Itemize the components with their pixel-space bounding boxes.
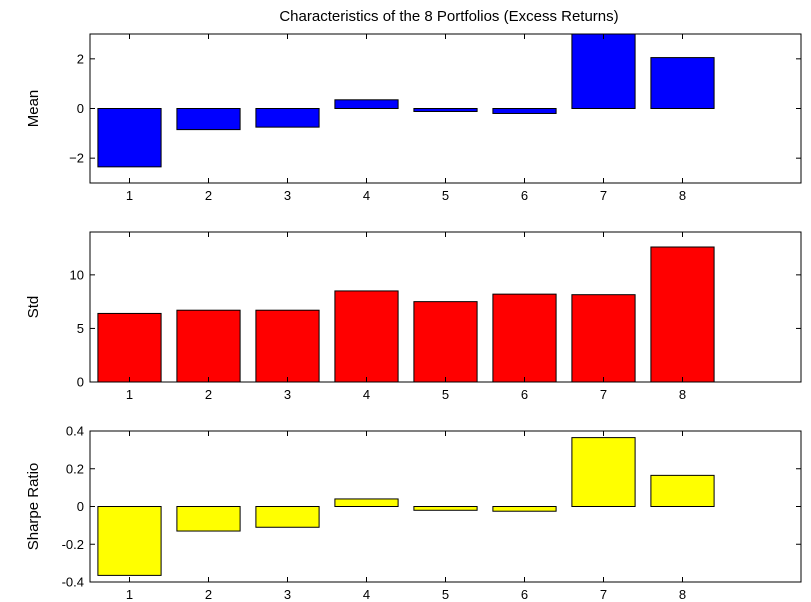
mean-y-tick-label: −2 — [69, 151, 84, 166]
sharpe-ratio-y-axis-label: Sharpe Ratio — [25, 463, 42, 551]
std-y-tick-label: 5 — [77, 321, 84, 336]
std-bar-2 — [176, 309, 241, 383]
mean-y-tick-label: 2 — [77, 51, 84, 66]
sharpe-ratio-y-tick-label: 0.2 — [66, 461, 84, 476]
std-bar-1 — [97, 312, 162, 383]
sharpe-ratio-x-tick-label: 2 — [205, 587, 212, 602]
mean-bar-4 — [334, 99, 399, 109]
mean-x-tick-label: 3 — [284, 188, 291, 203]
sharpe-ratio-x-tick-label: 5 — [442, 587, 449, 602]
sharpe-ratio-x-tick-label: 3 — [284, 587, 291, 602]
std-bar-4 — [334, 290, 399, 383]
sharpe-ratio-bar-7 — [571, 437, 636, 507]
mean-bar-1 — [97, 108, 162, 168]
std-bar-8 — [650, 246, 715, 383]
mean-y-tick-label: 0 — [77, 101, 84, 116]
sharpe-ratio-y-tick-label: -0.4 — [62, 575, 84, 590]
mean-bar-3 — [255, 108, 320, 128]
sharpe-ratio-bar-2 — [176, 506, 241, 532]
sharpe-ratio-x-tick-label: 8 — [679, 587, 686, 602]
sharpe-ratio-bar-6 — [492, 506, 557, 512]
std-y-tick-label: 10 — [70, 267, 84, 282]
mean-x-tick-label: 2 — [205, 188, 212, 203]
std-x-tick-label: 5 — [442, 387, 449, 402]
sharpe-ratio-bar-4 — [334, 498, 399, 508]
sharpe-ratio-y-tick-label: 0 — [77, 499, 84, 514]
std-x-tick-label: 1 — [126, 387, 133, 402]
sharpe-ratio-bar-1 — [97, 506, 162, 576]
std-x-tick-label: 2 — [205, 387, 212, 402]
std-bar-7 — [571, 294, 636, 383]
std-x-tick-label: 4 — [363, 387, 370, 402]
mean-x-tick-label: 1 — [126, 188, 133, 203]
std-y-tick-label: 0 — [77, 375, 84, 390]
sharpe-ratio-x-tick-label: 4 — [363, 587, 370, 602]
mean-bar-7 — [571, 33, 636, 109]
sharpe-ratio-x-tick-label: 1 — [126, 587, 133, 602]
mean-x-tick-label: 5 — [442, 188, 449, 203]
sharpe-ratio-x-tick-label: 7 — [600, 587, 607, 602]
mean-x-tick-label: 6 — [521, 188, 528, 203]
sharpe-ratio-x-tick-label: 6 — [521, 587, 528, 602]
std-panel: 1 2 3 4 5 6 7 8 0 5 10 Std — [25, 231, 802, 402]
std-x-tick-label: 8 — [679, 387, 686, 402]
mean-bar-5 — [413, 108, 478, 112]
std-bar-6 — [492, 293, 557, 383]
sharpe-ratio-bar-5 — [413, 506, 478, 511]
std-y-axis-label: Std — [25, 296, 42, 319]
std-x-tick-label: 7 — [600, 387, 607, 402]
mean-y-axis-label: Mean — [25, 90, 42, 128]
sharpe-ratio-bar-8 — [650, 474, 715, 507]
std-x-tick-label: 6 — [521, 387, 528, 402]
std-x-tick-label: 3 — [284, 387, 291, 402]
mean-bar-8 — [650, 57, 715, 109]
mean-panel: 1 2 3 4 5 6 7 8 −2 0 2 Mean — [25, 33, 802, 203]
sharpe-ratio-y-tick-label: -0.2 — [62, 537, 84, 552]
sharpe-ratio-bar-3 — [255, 506, 320, 528]
sharpe-ratio-y-tick-label: 0.4 — [66, 424, 84, 439]
mean-bar-2 — [176, 108, 241, 131]
mean-x-tick-label: 7 — [600, 188, 607, 203]
std-bar-3 — [255, 309, 320, 383]
mean-x-tick-label: 8 — [679, 188, 686, 203]
chart-title: Characteristics of the 8 Portfolios (Exc… — [279, 8, 618, 25]
mean-bar-6 — [492, 108, 557, 114]
std-bar-5 — [413, 301, 478, 383]
sharpe-ratio-panel: 1 2 3 4 5 6 7 8 -0.4 -0.2 0 0.2 0.4 Sharpe Ratio — [25, 424, 802, 602]
mean-x-tick-label: 4 — [363, 188, 370, 203]
